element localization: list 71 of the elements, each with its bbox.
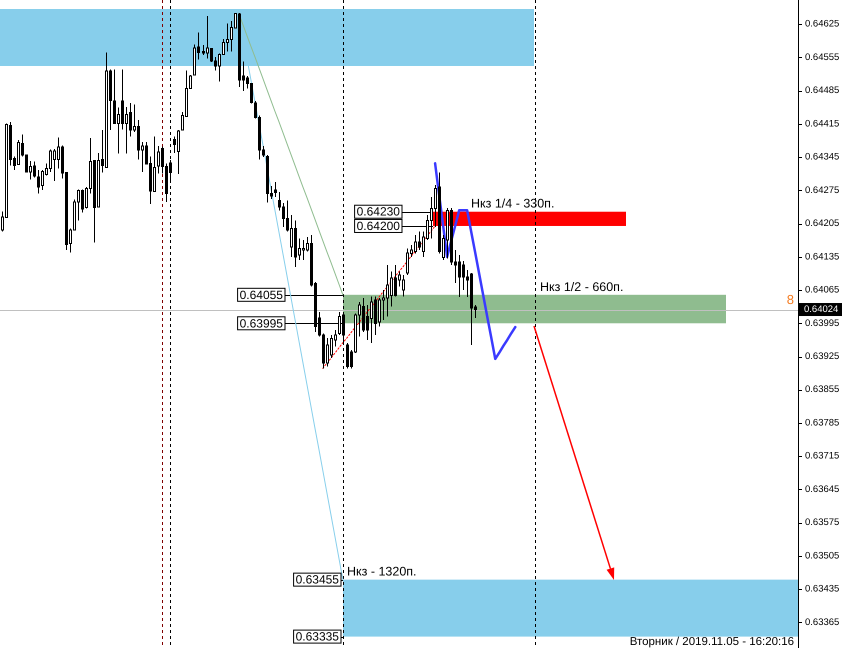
y-tick-label: 0.63365 [805, 616, 840, 628]
candlestick [370, 296, 373, 344]
candlestick [346, 342, 349, 369]
ref-line-label: 0.64024 [804, 304, 838, 316]
y-tick-label: 0.64555 [805, 52, 840, 63]
candlestick [366, 304, 369, 340]
candlestick [37, 169, 40, 194]
candlestick [302, 240, 305, 261]
candlestick [462, 260, 465, 291]
annotation: 0.63455 [296, 572, 340, 587]
y-tick-label: 0.63505 [805, 550, 840, 562]
candlestick [274, 181, 277, 198]
y-tick-label: 0.63925 [805, 351, 840, 362]
annotation: 0.63335 [296, 630, 340, 644]
candlestick [406, 248, 409, 276]
y-tick-label: 0.63715 [805, 450, 840, 462]
y-tick-label: 0.64275 [805, 184, 840, 196]
annotation: Вторник / 2019.11.05 - 16:20:16 [630, 636, 794, 648]
candlestick [137, 120, 140, 160]
candlestick [33, 160, 36, 178]
candlestick [390, 271, 393, 308]
y-tick-label: 0.64485 [805, 85, 840, 96]
candlestick [418, 231, 421, 251]
candlestick [113, 68, 116, 124]
candlestick [53, 148, 56, 182]
candlestick [326, 338, 329, 367]
candlestick [202, 44, 205, 56]
candlestick [41, 169, 44, 190]
y-tick-label: 0.64065 [805, 284, 840, 296]
y-tick-label: 0.64345 [805, 152, 840, 163]
candlestick [81, 188, 84, 214]
candlestick [153, 136, 156, 192]
y-tick-label: 0.63435 [805, 584, 840, 595]
annotation: 0.63995 [240, 316, 284, 330]
band-label: Нкз - 1320п. [347, 564, 417, 579]
candlestick [458, 254, 461, 298]
y-tick-label: 0.64135 [805, 251, 840, 262]
annotation: 0.64230 [356, 204, 400, 219]
candlestick [210, 47, 213, 63]
annotation: 8 [786, 292, 794, 308]
annotation: 0.64055 [240, 288, 284, 302]
y-tick-label: 0.64415 [805, 118, 840, 130]
candlestick [17, 140, 20, 166]
annotation: 0.64200 [356, 218, 400, 233]
candlestick [282, 202, 285, 228]
candlestick [57, 137, 60, 170]
y-tick-label: 0.64625 [805, 18, 840, 30]
candlestick [378, 298, 381, 328]
candlestick [177, 130, 180, 175]
candlestick [157, 146, 160, 174]
candlestick [386, 264, 389, 318]
y-tick-label: 0.64205 [805, 218, 840, 230]
candlestick [342, 312, 345, 344]
candlestick [374, 296, 377, 336]
candlestick [129, 102, 132, 138]
candlestick [49, 149, 52, 172]
candlestick [362, 298, 365, 332]
y-tick-label: 0.63785 [805, 417, 840, 428]
y-tick-label: 0.63645 [805, 484, 840, 495]
candlestick [414, 234, 417, 254]
y-tick-label: 0.63995 [805, 318, 840, 329]
y-tick-label: 0.63855 [805, 384, 840, 396]
candlestick [290, 214, 293, 258]
candlestick [226, 23, 229, 52]
candlestick [402, 274, 405, 298]
candlestick [206, 16, 209, 59]
candlestick [394, 264, 397, 298]
band-label: Нкз 1/2 - 660п. [540, 280, 624, 294]
candlestick [338, 311, 341, 336]
y-tick-label: 0.63575 [805, 517, 840, 528]
candlestick [121, 68, 124, 130]
